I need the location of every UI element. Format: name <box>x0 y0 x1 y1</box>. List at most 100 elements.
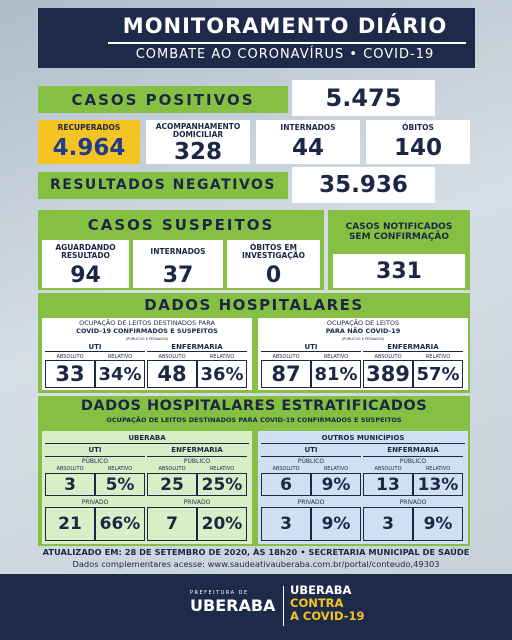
positivos-value-box <box>292 80 435 116</box>
estratificados-title: DADOS HOSPITALARES ESTRATIFICADOS <box>80 398 428 415</box>
relative-value: 5% <box>105 474 135 495</box>
value-cell <box>197 360 247 388</box>
value-cell <box>311 360 361 388</box>
value-cell <box>95 507 145 541</box>
absolute-value: 21 <box>58 514 82 534</box>
group-label: UTI <box>88 343 102 351</box>
notificados-value-box <box>333 254 465 288</box>
relative-value: 36% <box>200 363 244 385</box>
stat-label: ACOMPANHAMENTO DOMICILIAR <box>155 121 241 139</box>
stat-value: 4.964 <box>52 135 126 161</box>
suspeitos-label: INTERNADOS <box>150 246 206 256</box>
value-cell <box>363 360 413 388</box>
group-label: ENFERMARIA <box>171 446 223 454</box>
subtitle: COMBATE AO CORONAVÍRUS • COVID-19 <box>135 47 435 62</box>
absolute-value: 6 <box>280 474 292 495</box>
sector-label: PÚBLICO <box>399 457 427 465</box>
suspeitos-label: ÓBITOS EM INVESTIGAÇÃO <box>242 242 305 260</box>
sub-label: ABSOLUTO <box>272 465 300 472</box>
panel-name: OUTROS MUNICÍPIOS <box>321 434 405 442</box>
stat-label: RECUPERADOS <box>57 122 121 132</box>
value-cell <box>413 360 463 388</box>
relative-value: 9% <box>321 474 351 495</box>
group-rule <box>363 456 463 457</box>
stat-card <box>256 120 360 164</box>
negativos-label-box <box>38 172 288 199</box>
stat-card <box>366 120 470 164</box>
stat-card <box>38 120 140 164</box>
relative-value: 13% <box>417 474 459 495</box>
value-cell <box>261 473 311 496</box>
relative-value: 57% <box>416 363 460 385</box>
relative-value: 34% <box>98 363 142 385</box>
group-label: ENFERMARIA <box>387 343 439 351</box>
header-box <box>38 8 475 68</box>
sector-label: PÚBLICO <box>81 457 109 465</box>
absolute-value: 48 <box>157 362 187 386</box>
sub-label: ABSOLUTO <box>56 465 84 472</box>
panel-heading: OCUPAÇÃO DE LEITOS DESTINADOS PARA <box>79 319 215 328</box>
group-rule <box>363 351 463 352</box>
sub-label: ABSOLUTO <box>374 465 402 472</box>
value-cell <box>363 507 413 541</box>
sector-label: PRIVADO <box>399 498 427 506</box>
sub-label: RELATIVO <box>107 465 133 472</box>
positivos-value: 5.475 <box>325 83 402 112</box>
value-cell <box>45 360 95 388</box>
group-rule <box>261 351 361 352</box>
absolute-value: 3 <box>280 514 292 534</box>
stat-value: 328 <box>173 139 222 165</box>
stat-label: ÓBITOS <box>402 122 434 132</box>
relative-value: 9% <box>423 514 453 534</box>
group-rule <box>45 456 145 457</box>
group-rule <box>147 351 247 352</box>
relative-value: 20% <box>201 514 243 534</box>
value-cell <box>45 507 95 541</box>
sub-label: ABSOLUTO <box>374 353 402 360</box>
group-rule <box>261 456 361 457</box>
sub-label: ABSOLUTO <box>158 353 186 360</box>
relative-value: 81% <box>314 363 358 385</box>
hospitalares-title: DADOS HOSPITALARES <box>144 296 364 314</box>
value-cell <box>413 507 463 541</box>
value-cell <box>45 473 95 496</box>
group-label: UTI <box>304 446 318 454</box>
sub-label: RELATIVO <box>323 465 349 472</box>
sector-label: PRIVADO <box>183 498 211 506</box>
panel-rule <box>261 443 465 444</box>
prefeitura-label: PREFEITURA DE <box>190 589 249 596</box>
absolute-value: 25 <box>160 474 184 495</box>
suspeitos-title: CASOS SUSPEITOS <box>87 216 275 234</box>
footer-updated: ATUALIZADO EM: 28 DE SETEMBRO DE 2020, À… <box>42 547 470 558</box>
city-name: UBERABA <box>190 595 276 615</box>
sub-label: ABSOLUTO <box>56 353 84 360</box>
suspeitos-value: 37 <box>162 262 194 288</box>
panel-name: UBERABA <box>128 434 166 442</box>
stat-card <box>146 120 250 164</box>
negativos-value: 35.936 <box>319 172 408 198</box>
group-label: UTI <box>88 446 102 454</box>
sub-label: RELATIVO <box>425 353 451 360</box>
sub-label: RELATIVO <box>107 353 133 360</box>
sub-label: RELATIVO <box>425 465 451 472</box>
absolute-value: 3 <box>382 514 394 534</box>
suspeitos-value: 94 <box>70 262 101 288</box>
positivos-label-box <box>38 86 288 113</box>
relative-value: 25% <box>201 474 243 495</box>
absolute-value: 3 <box>64 474 76 495</box>
group-rule <box>45 351 145 352</box>
group-label: UTI <box>304 343 318 351</box>
group-label: ENFERMARIA <box>387 446 439 454</box>
absolute-value: 87 <box>271 362 301 386</box>
value-cell <box>95 473 145 496</box>
campaign-line: UBERABA <box>290 583 352 598</box>
campaign-line: A COVID-19 <box>290 609 365 624</box>
positivos-label: CASOS POSITIVOS <box>71 90 255 109</box>
suspeitos-value: 0 <box>265 262 282 288</box>
relative-value: 9% <box>321 514 351 534</box>
value-cell <box>311 473 361 496</box>
footer-link: Dados complementares acesse: www.saudeat… <box>72 559 440 570</box>
title: MONITORAMENTO DIÁRIO <box>122 14 448 38</box>
suspeitos-card <box>133 240 223 288</box>
